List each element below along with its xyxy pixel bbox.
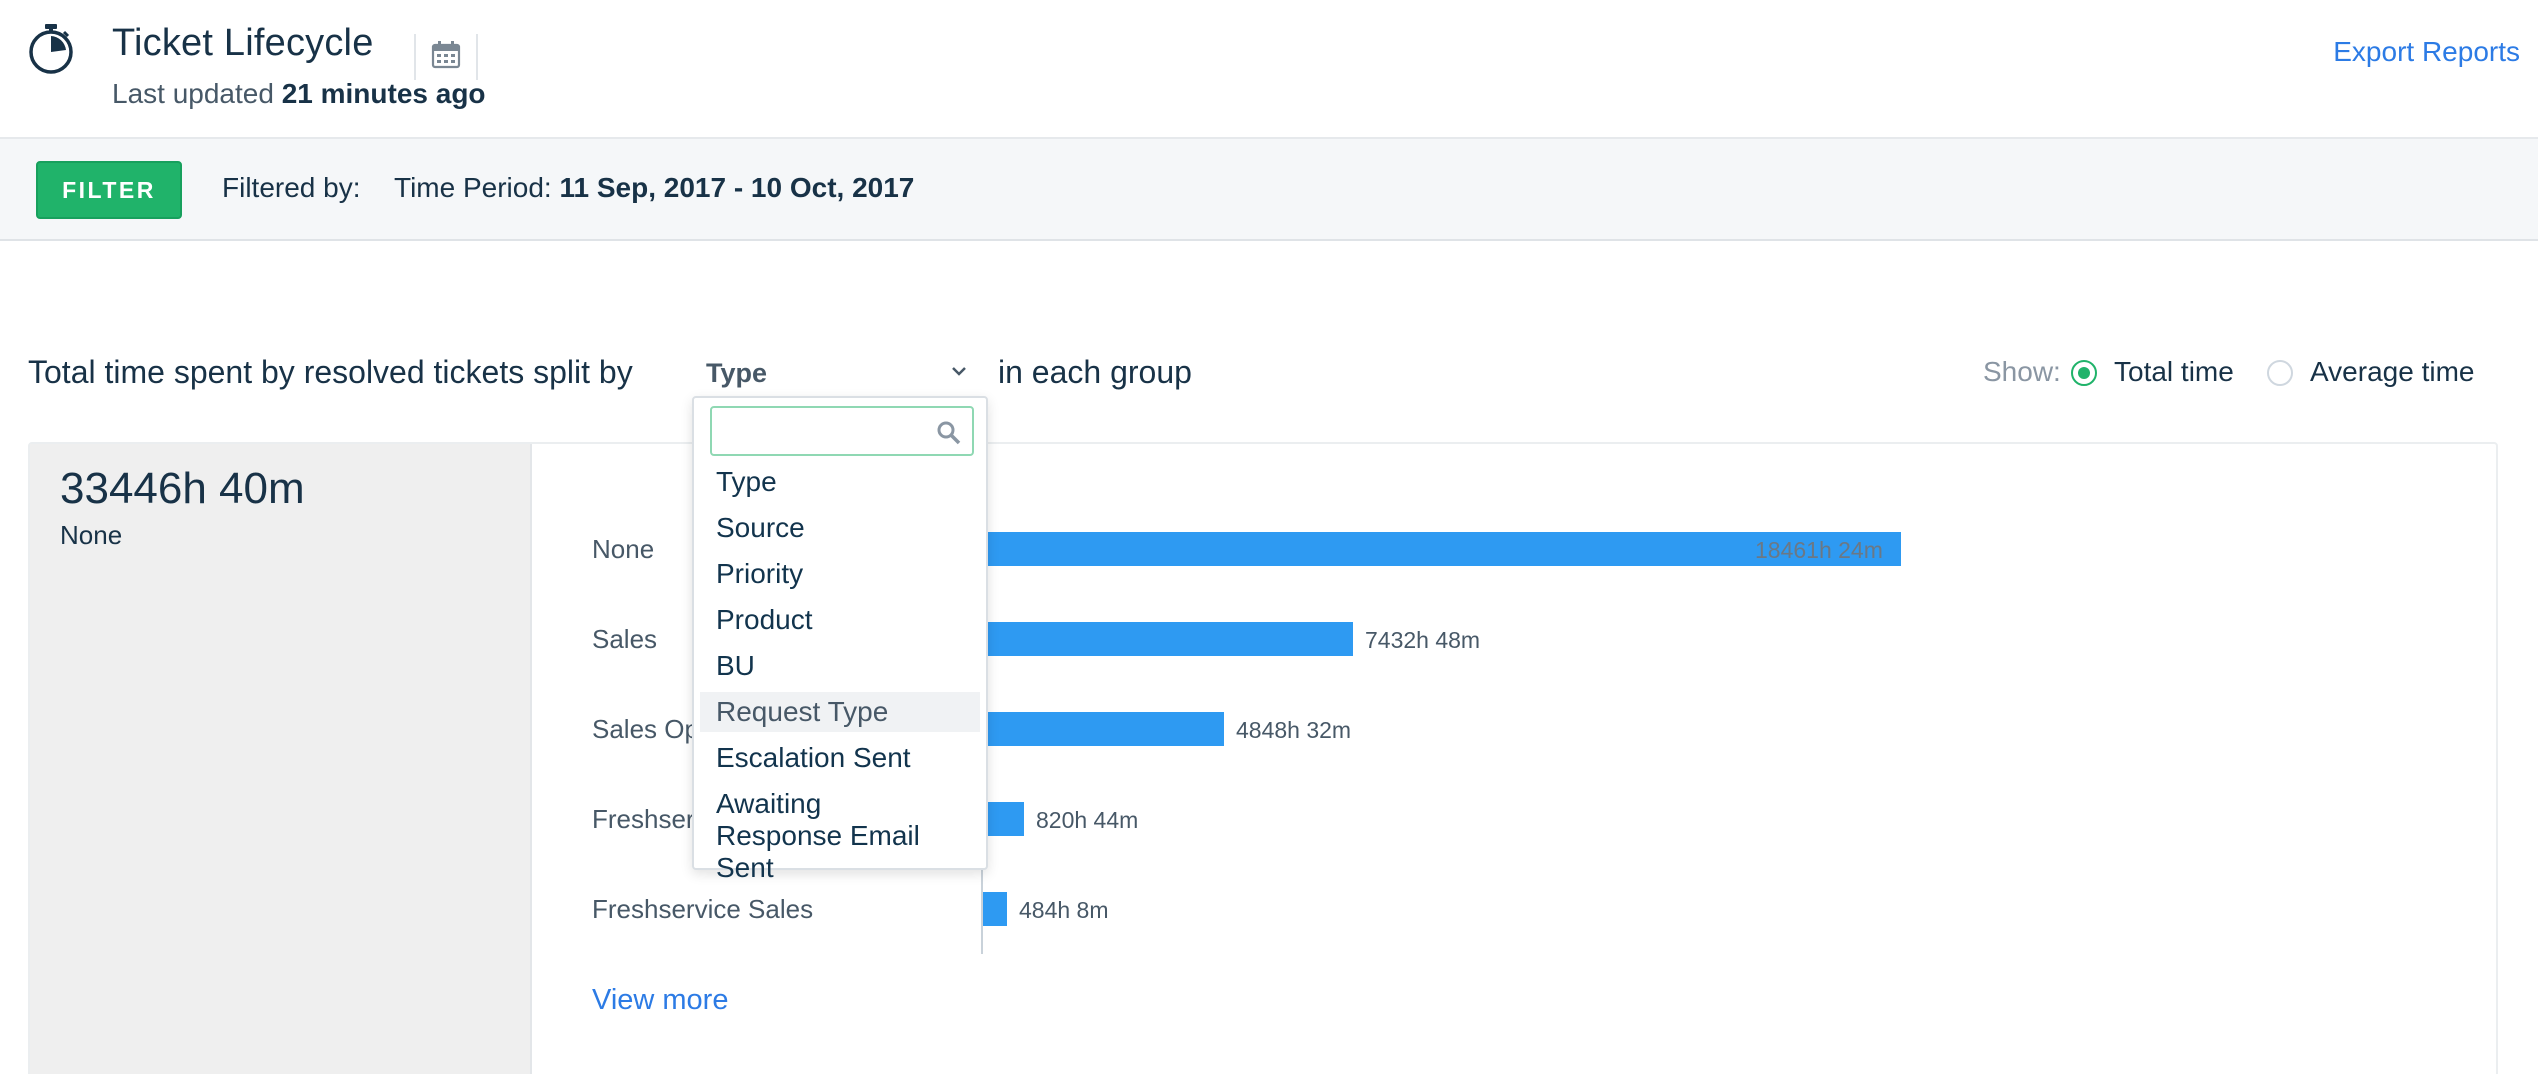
dropdown-option[interactable]: Priority xyxy=(716,558,804,589)
export-reports-link[interactable]: Export Reports xyxy=(2333,36,2520,67)
chart-value-label: 484h 8m xyxy=(1019,897,1109,923)
chart-category-label: Freshservice Sales xyxy=(592,894,814,924)
calendar-button[interactable] xyxy=(414,34,478,80)
chart-category-label: Freshser xyxy=(592,804,695,834)
chart-category-label: None xyxy=(592,534,655,564)
dropdown-option[interactable]: Product xyxy=(716,604,813,635)
split-by-select[interactable]: Type xyxy=(700,352,978,394)
average-time-radio[interactable] xyxy=(2267,360,2293,386)
dropdown-search-input[interactable] xyxy=(710,406,974,456)
average-time-label[interactable]: Average time xyxy=(2310,356,2475,387)
dropdown-option[interactable]: Escalation Sent xyxy=(716,742,911,773)
filter-bar: FILTER Filtered by: Time Period: 11 Sep,… xyxy=(0,139,2538,241)
filter-button[interactable]: FILTER xyxy=(36,161,182,219)
report-card: 33446h 40m None xyxy=(28,442,2498,1074)
chart-value-label: 18461h 24m xyxy=(1755,537,1883,563)
time-period-value: 11 Sep, 2017 - 10 Oct, 2017 xyxy=(559,172,915,203)
split-by-label: Total time spent by resolved tickets spl… xyxy=(28,354,633,390)
chart-bar[interactable] xyxy=(983,712,1224,746)
chart-bar[interactable] xyxy=(983,532,1901,566)
chart-bar[interactable] xyxy=(983,892,1007,926)
split-by-value: Type xyxy=(706,358,768,388)
last-updated-prefix: Last updated xyxy=(112,78,274,109)
summary-panel: 33446h 40m None xyxy=(30,444,532,1074)
show-label: Show: xyxy=(1983,356,2061,387)
filtered-by-label: Filtered by: xyxy=(222,172,361,203)
chart-value-label: 4848h 32m xyxy=(1236,717,1352,743)
total-time-radio[interactable] xyxy=(2071,360,2097,386)
chart-bar[interactable] xyxy=(983,802,1024,836)
dropdown-option[interactable]: Type xyxy=(716,466,777,497)
split-by-dropdown: Type Source Priority Product BU Request Type E… xyxy=(692,396,988,883)
report-header: Ticket Lifecycle Last updated 21 minutes… xyxy=(0,0,2538,139)
stopwatch-icon xyxy=(26,22,76,76)
last-updated: Last updated 21 minutes ago xyxy=(112,78,486,110)
summary-total: 33446h 40m xyxy=(60,464,305,513)
total-time-label[interactable]: Total time xyxy=(2114,356,2234,387)
chart-value-label: 820h 44m xyxy=(1036,807,1139,833)
calendar-icon xyxy=(431,40,461,75)
chart-category-label: Sales xyxy=(592,624,658,654)
chart-bar[interactable] xyxy=(983,622,1353,656)
summary-caption: None xyxy=(60,520,123,550)
page-title: Ticket Lifecycle xyxy=(112,22,374,64)
split-by-suffix: in each group xyxy=(998,354,1192,390)
chevron-down-icon xyxy=(950,362,968,380)
chart-category-label: Sales Op xyxy=(592,714,699,744)
last-updated-value: 21 minutes ago xyxy=(281,78,486,109)
dropdown-option[interactable]: Awaiting Response Email Sent xyxy=(716,788,920,883)
dropdown-option[interactable]: Request Type xyxy=(700,692,980,732)
dropdown-option[interactable]: Source xyxy=(716,512,805,543)
search-icon xyxy=(936,420,962,446)
time-period-filter: Time Period: 11 Sep, 2017 - 10 Oct, 2017 xyxy=(394,172,914,204)
dropdown-option[interactable]: BU xyxy=(716,650,755,681)
view-more-link[interactable]: View more xyxy=(592,984,729,1016)
time-period-label: Time Period: xyxy=(394,172,552,203)
chart-value-label: 7432h 48m xyxy=(1365,627,1481,653)
